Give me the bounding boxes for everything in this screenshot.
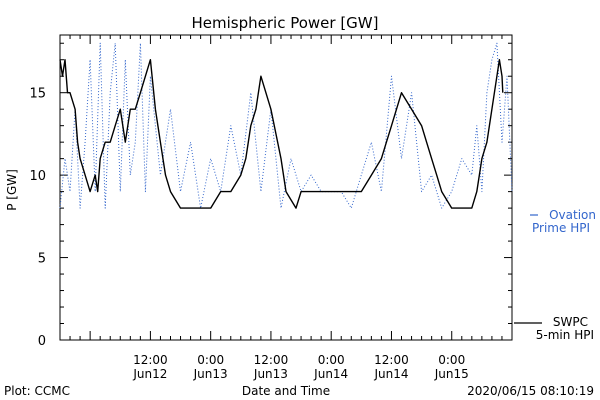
legend-label-swpc-line1: SWPC (553, 315, 588, 329)
legend-label-ovation-line2: Prime HPI (532, 221, 590, 235)
x-tick-label-date: Jun13 (193, 367, 228, 381)
x-tick-label-time: 12:00 (133, 353, 168, 367)
x-axis-label: Date and Time (242, 384, 330, 398)
x-tick-label-date: Jun12 (132, 367, 167, 381)
y-axis: 0 5 10 15 (29, 42, 512, 349)
x-tick-label-time: 0:00 (438, 353, 465, 367)
chart-title: Hemispheric Power [GW] (192, 14, 379, 32)
footer-plot-credit: Plot: CCMC (4, 384, 70, 398)
x-tick-label-time: 12:00 (254, 353, 289, 367)
legend-label-ovation-line1: Ovation (549, 208, 596, 222)
x-tick-label-time: 0:00 (318, 353, 345, 367)
y-tick-label: 5 (38, 252, 46, 267)
x-tick-label-date: Jun14 (313, 367, 348, 381)
series-layer (59, 42, 513, 209)
y-tick-label: 0 (38, 334, 46, 349)
x-tick-label-date: Jun13 (253, 367, 288, 381)
x-tick-label-time: 0:00 (197, 353, 224, 367)
y-axis-label: P [GW] (5, 169, 19, 211)
x-tick-label-date: Jun14 (373, 367, 408, 381)
legend-label-swpc-line2: 5-min HPI (536, 328, 594, 342)
series-line-swpc (59, 59, 504, 209)
x-tick-label-time: 12:00 (374, 353, 409, 367)
footer-timestamp: 2020/06/15 08:10:19 (467, 384, 594, 398)
x-axis: 12:00Jun120:00Jun1312:00Jun130:00Jun1412… (59, 35, 513, 381)
y-tick-label: 10 (29, 169, 46, 184)
y-tick-label: 15 (29, 87, 46, 102)
x-tick-label-date: Jun15 (434, 367, 469, 381)
